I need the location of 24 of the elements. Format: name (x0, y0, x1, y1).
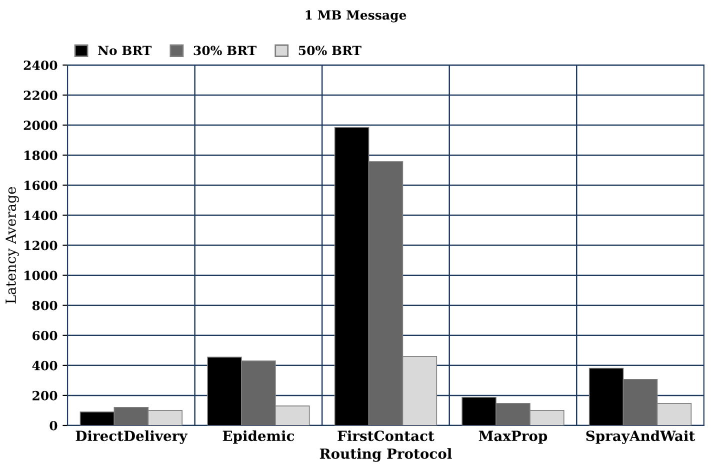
legend-label: 50% BRT (298, 46, 362, 56)
y-tick-label: 800 (32, 300, 58, 310)
chart-title: 1 MB Message (306, 10, 406, 22)
y-axis-title: Latency Average (6, 187, 19, 304)
y-tick-label: 200 (32, 390, 58, 400)
y-tick-label: 1600 (24, 180, 58, 190)
x-axis-title: Routing Protocol (320, 448, 452, 462)
y-tick-label: 1000 (24, 270, 58, 280)
y-tick-label: 2400 (24, 60, 58, 70)
x-tick-label: SprayAndWait (586, 430, 696, 444)
legend-label: No BRT (98, 46, 152, 56)
y-tick-label: 1800 (24, 150, 58, 160)
y-tick-label: 400 (32, 360, 58, 370)
legend-label: 30% BRT (194, 46, 256, 56)
x-tick-label: DirectDelivery (76, 430, 188, 444)
x-tick-label: Epidemic (222, 430, 294, 444)
y-tick-label: 2000 (24, 120, 58, 130)
y-tick-label: 1400 (24, 210, 58, 220)
y-tick-label: 1200 (24, 240, 58, 250)
y-tick-label: 2200 (24, 90, 58, 100)
x-tick-label: FirstContact (338, 430, 434, 442)
x-tick-label: MaxProp (478, 430, 548, 444)
y-tick-label: 0 (50, 420, 58, 430)
y-tick-label: 600 (32, 330, 58, 340)
